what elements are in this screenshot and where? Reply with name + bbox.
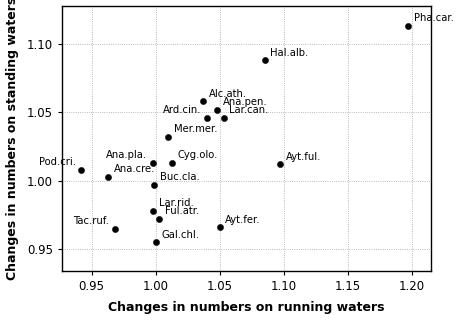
Y-axis label: Changes in numbers on standing waters: Changes in numbers on standing waters	[6, 0, 18, 280]
Text: Ayt.ful.: Ayt.ful.	[285, 152, 320, 162]
Text: Buc.cla.: Buc.cla.	[160, 172, 199, 182]
X-axis label: Changes in numbers on running waters: Changes in numbers on running waters	[108, 301, 384, 315]
Text: Ana.cre.: Ana.cre.	[113, 164, 155, 174]
Text: Tac.ruf.: Tac.ruf.	[73, 216, 109, 226]
Text: Ana.pen.: Ana.pen.	[222, 97, 267, 107]
Text: Alc.ath.: Alc.ath.	[208, 89, 246, 99]
Text: Ayt.fer.: Ayt.fer.	[225, 214, 260, 225]
Text: Cyg.olo.: Cyg.olo.	[178, 150, 218, 160]
Text: Lar.rid.: Lar.rid.	[158, 198, 193, 208]
Text: Lar.can.: Lar.can.	[229, 105, 268, 115]
Text: Gal.chl.: Gal.chl.	[161, 229, 199, 240]
Text: Ful.atr.: Ful.atr.	[165, 206, 199, 216]
Text: Ard.cin.: Ard.cin.	[162, 105, 201, 115]
Text: Mer.mer.: Mer.mer.	[174, 124, 217, 134]
Text: Ana.pla.: Ana.pla.	[106, 150, 147, 160]
Text: Pha.car.: Pha.car.	[413, 13, 453, 23]
Text: Pod.cri.: Pod.cri.	[39, 157, 76, 167]
Text: Hal.alb.: Hal.alb.	[269, 48, 308, 58]
